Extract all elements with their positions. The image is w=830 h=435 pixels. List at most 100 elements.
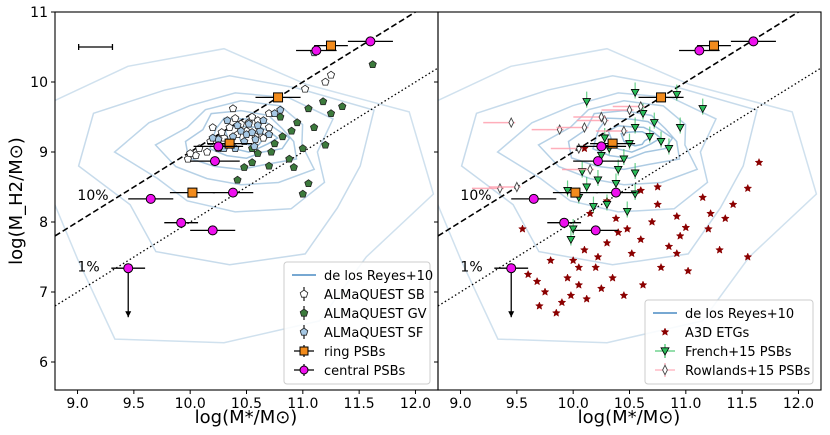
left-y-axis-label: log(M_H2/M⊙) <box>6 137 27 265</box>
right-panel: 10%1% 9.0 9.5 10.0 10.5 11.0 11.5 12.0 log(M*/… <box>418 0 822 428</box>
left-central-psbs-point <box>146 194 155 203</box>
right-a3d-etgs-point <box>575 281 583 288</box>
right-a3d-etgs-point <box>705 225 713 232</box>
right-a3d-etgs-point <box>654 201 662 208</box>
right-a3d-etgs-point <box>609 274 617 281</box>
right-a3d-etgs-point <box>575 264 583 271</box>
right-rowlands-15-psbs-point <box>509 118 514 127</box>
right-a3d-etgs-point <box>716 246 724 253</box>
left-almaquest-gv-point <box>241 164 248 171</box>
left-almaquest-gv-point <box>268 148 275 155</box>
right-ref-label-10: 10% <box>460 188 491 204</box>
left-legend-label-central-psbs: central PSBs <box>324 364 406 379</box>
left-ref-label-10: 10% <box>77 188 108 204</box>
right-rowlands-15-psbs-point <box>588 165 593 174</box>
left-y-tick-label: 11 <box>30 5 48 21</box>
right-legend: de los Reyes+10A3D ETGsFrench+15 PSBsRow… <box>645 300 813 384</box>
left-almaquest-gv-point <box>234 176 241 183</box>
right-rowlands-15-psbs-point <box>498 184 503 193</box>
right-a3d-etgs-point <box>583 295 591 302</box>
right-french-15-psbs-point <box>583 184 591 191</box>
left-ref-line-10 <box>55 0 438 236</box>
left-legend: de los Reyes+10 ALMaQUEST SB ALMaQUEST GV A… <box>284 262 433 384</box>
left-x-tick-label: 12.0 <box>400 396 431 412</box>
right-a3d-etgs-point <box>744 184 752 191</box>
right-central-psbs-point <box>593 157 602 166</box>
right-a3d-etgs-point <box>648 218 656 225</box>
left-almaquest-sb-point <box>265 124 272 131</box>
right-central-psbs-upper-limit-point <box>507 264 516 273</box>
left-almaquest-gv-point <box>299 190 306 197</box>
left-central-psbs-point <box>214 142 223 151</box>
right-a3d-etgs-point <box>581 246 589 253</box>
right-french-15-psbs-point <box>620 156 628 163</box>
right-french-15-psbs-point <box>665 145 673 152</box>
right-a3d-etgs-point <box>639 281 647 288</box>
right-x-tick-label: 12.0 <box>783 396 814 412</box>
right-central-psbs-point <box>695 46 704 55</box>
right-french-15-psbs-point <box>603 201 611 208</box>
left-x-axis-label: log(M*/M⊙) <box>195 407 298 428</box>
right-central-psbs-point <box>597 142 606 151</box>
left-almaquest-gv-point <box>286 155 293 162</box>
left-almaquest-gv-point <box>254 150 261 157</box>
right-points <box>472 37 776 317</box>
left-legend-label-almaquest-gv: ALMaQUEST GV <box>324 307 427 322</box>
left-almaquest-sb-point <box>229 105 236 112</box>
left-central-psbs-point <box>228 188 237 197</box>
right-x-tick-label: 11.5 <box>727 396 758 412</box>
left-almaquest-gv-point <box>369 61 376 68</box>
right-a3d-etgs-point <box>533 278 541 285</box>
left-central-psbs-point <box>312 46 321 55</box>
left-legend-label-almaquest-sf: ALMaQUEST SF <box>324 326 423 341</box>
left-central-psbs-point <box>366 37 375 46</box>
right-a3d-etgs-point <box>623 225 631 232</box>
left-legend-marker-central-psbs <box>300 366 308 374</box>
right-a3d-etgs-point <box>612 215 620 222</box>
left-y-tick-label: 9 <box>39 145 48 161</box>
left-x-tick-label: 9.0 <box>66 396 88 412</box>
left-almaquest-sb-point <box>218 129 225 136</box>
right-a3d-etgs-point <box>547 257 555 264</box>
left-central-psbs-upper-limit-arrow-head <box>125 311 131 317</box>
right-french-15-psbs-point <box>601 135 609 142</box>
right-a3d-etgs-point <box>721 215 729 222</box>
left-y-tick-label: 8 <box>39 215 48 231</box>
right-a3d-etgs-point <box>524 271 532 278</box>
left-almaquest-gv-point <box>311 124 318 131</box>
left-central-psbs-point <box>208 226 217 235</box>
left-ref-label-1: 1% <box>77 259 99 275</box>
right-ref-line-10 <box>438 0 821 236</box>
left-legend-marker-ring-psbs <box>300 347 308 355</box>
left-almaquest-sb-point <box>232 115 239 122</box>
right-ref-label-1: 1% <box>460 259 482 275</box>
left-almaquest-gv-point <box>339 103 346 110</box>
right-a3d-etgs-point <box>729 201 737 208</box>
left-almaquest-sf-point <box>265 131 272 138</box>
right-rowlands-15-psbs-point <box>515 182 520 191</box>
right-central-psbs-point <box>560 218 569 227</box>
right-central-psbs-point <box>749 37 758 46</box>
left-almaquest-gv-point <box>320 98 327 105</box>
right-a3d-etgs-point <box>755 159 763 166</box>
right-a3d-etgs-point <box>637 236 645 243</box>
right-a3d-etgs-point <box>586 210 594 217</box>
left-legend-label-ring-psbs: ring PSBs <box>324 345 386 360</box>
right-legend-label-french-15-psbs: French+15 PSBs <box>685 345 792 360</box>
right-french-15-psbs-point <box>567 236 575 243</box>
left-almaquest-gv-point <box>294 119 301 126</box>
left-ring-psbs-point <box>326 41 335 50</box>
right-a3d-etgs-point <box>707 210 715 217</box>
right-french-15-psbs-point <box>676 124 684 131</box>
right-a3d-etgs-point <box>682 224 690 231</box>
left-almaquest-gv-point <box>299 145 306 152</box>
right-rowlands-15-psbs-point <box>577 144 582 153</box>
right-a3d-etgs-point <box>564 274 572 281</box>
left-central-psbs-upper-limit-point <box>124 264 133 273</box>
left-almaquest-sf-point <box>209 134 216 141</box>
left-y-tick-label: 10 <box>30 75 48 91</box>
right-legend-label-de-los-reyes-10: de los Reyes+10 <box>685 307 794 322</box>
right-a3d-etgs-point <box>594 253 602 260</box>
left-x-tick-label: 11.5 <box>344 396 375 412</box>
right-a3d-etgs-point <box>553 309 561 316</box>
